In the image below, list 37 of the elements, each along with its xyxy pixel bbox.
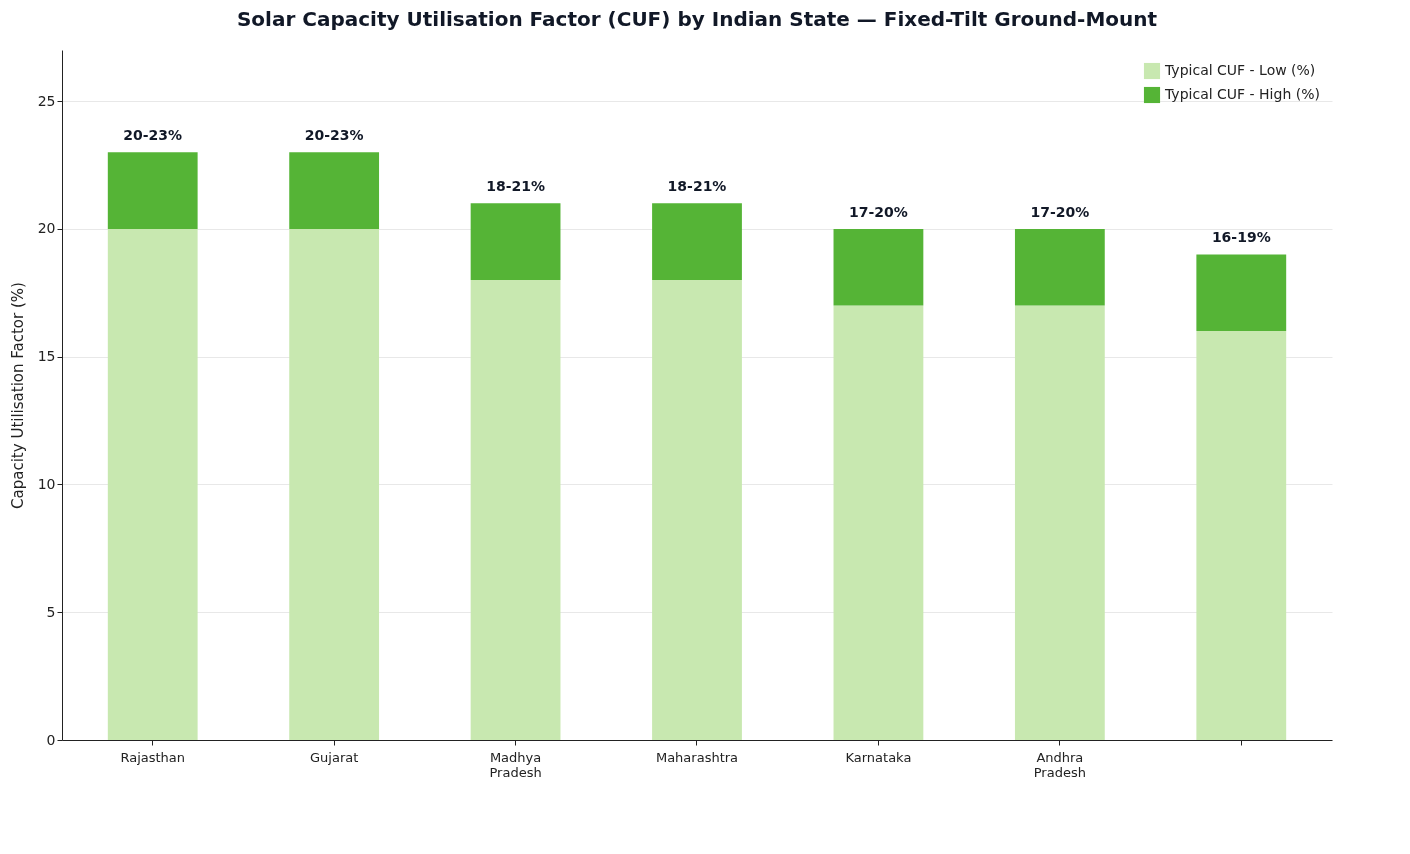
bar [289,152,380,229]
total-label: 20-23% [304,127,364,144]
y-tick-label: 10 [37,475,56,492]
bar [470,203,561,280]
legend-label: Typical CUF - Low (%) [1164,62,1316,78]
y-tick-label: 5 [46,603,56,620]
x-tick-label: Rajasthan [120,749,186,765]
bar [833,305,924,740]
y-tick-label: 20 [37,220,56,237]
bar [1014,228,1105,306]
x-tick-label: Gujarat [309,749,359,765]
x-tick-label: Madhya Pradesh [489,749,542,780]
bar [107,228,198,740]
total-label: 18-21% [486,178,545,195]
total-label: 16-19% [1211,229,1271,246]
bar [652,203,742,280]
total-label: 20-23% [123,127,183,144]
y-tick-label: 0 [46,731,56,748]
y-tick-label: 15 [37,348,56,365]
bar [289,228,380,740]
bar [1014,305,1105,740]
total-label: 18-21% [667,178,727,195]
bar [1196,331,1287,740]
bar [470,280,561,740]
bar [833,228,924,306]
total-label: 17-20% [849,203,908,220]
y-axis-title: Capacity Utilisation Factor (%) [8,282,27,509]
chart-title: Solar Capacity Utilisation Factor (CUF) by Indian State — Fixed-Tilt Ground-Mount [236,7,1158,31]
x-tick-label: Karnataka [845,749,912,765]
x-tick-label: Andhra Pradesh [1033,749,1086,780]
bar [107,152,198,229]
bar [652,280,742,740]
total-label: 17-20% [1030,203,1090,220]
x-tick-label: Maharashtra [655,749,739,765]
bar [1196,254,1287,332]
y-tick-label: 25 [37,92,56,109]
legend-label: Typical CUF - High (%) [1164,86,1320,102]
